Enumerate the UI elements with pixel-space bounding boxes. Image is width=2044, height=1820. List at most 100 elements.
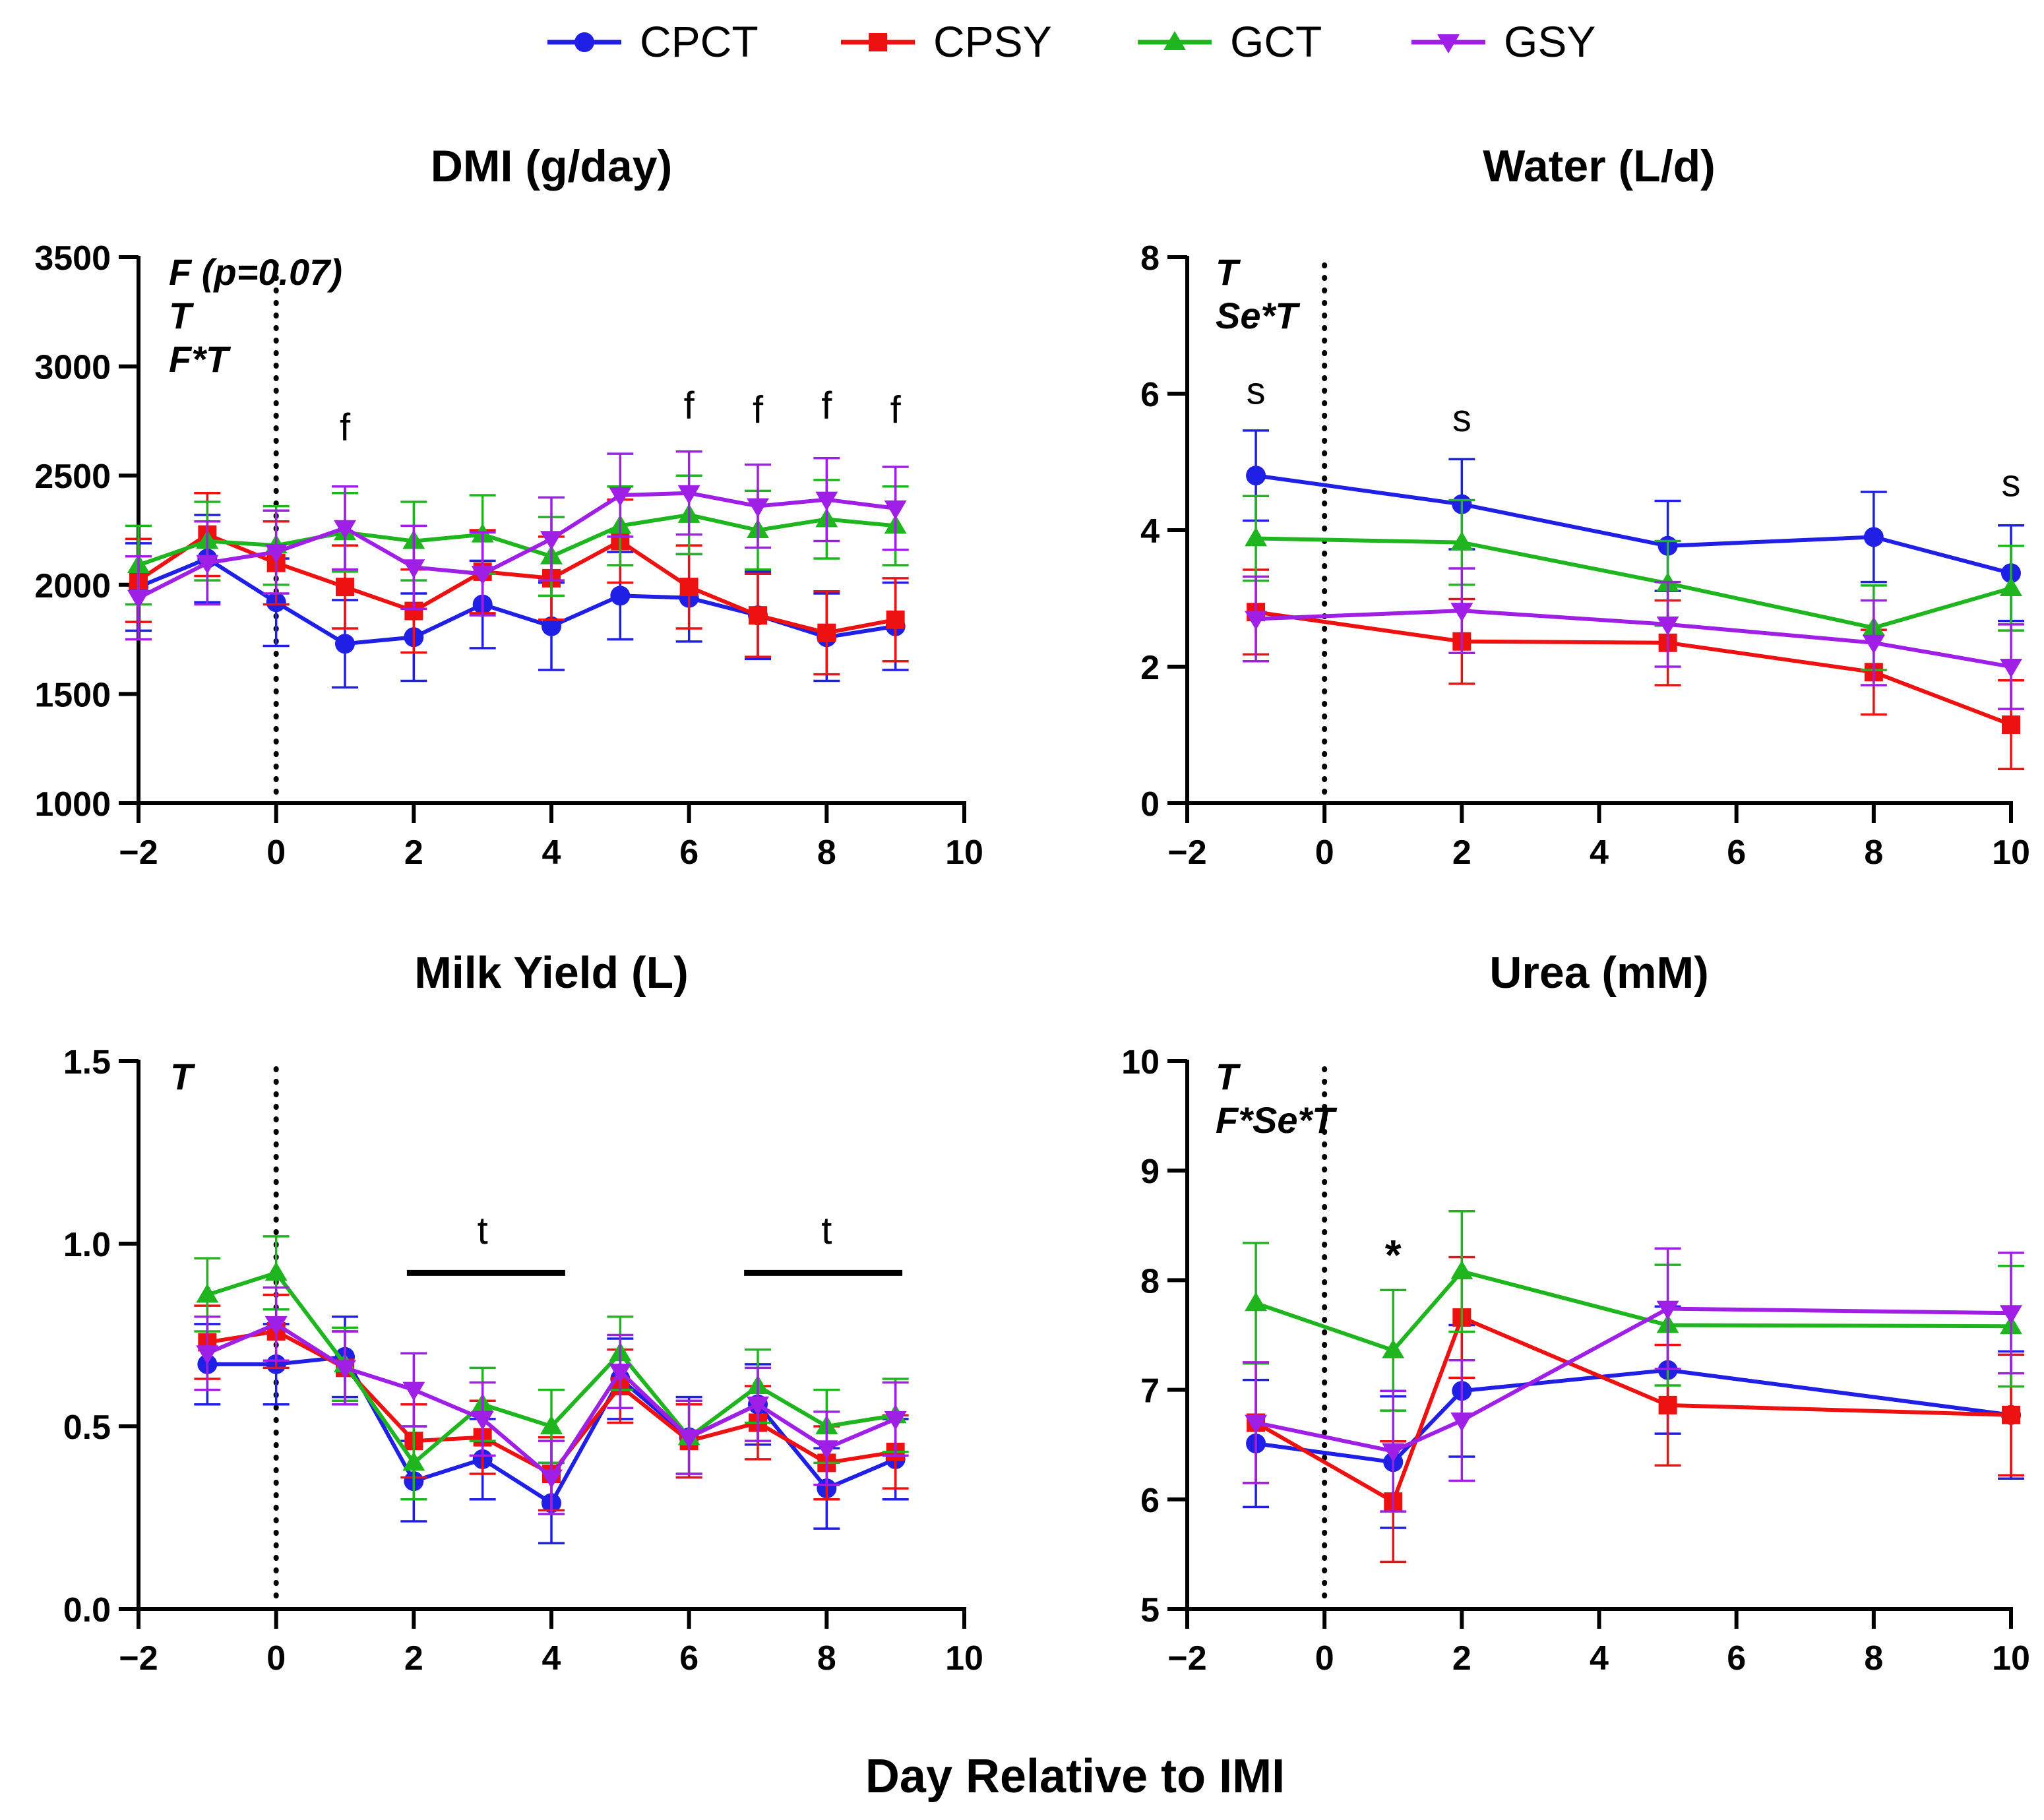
x-tick-label: 8 — [817, 834, 836, 872]
panel-1: DMI (g/day) 1000 1500 2000 2500 3000 3500 −2 0 2 4… — [34, 141, 983, 872]
series-line — [137, 557, 896, 646]
data-point — [1862, 634, 1885, 654]
data-point — [402, 1381, 425, 1401]
x-tick-label: 10 — [945, 1639, 983, 1678]
significance-mark: s — [1247, 370, 1266, 413]
series-line — [137, 491, 896, 600]
series-cpsy — [1243, 568, 2024, 770]
data-point — [1450, 603, 1473, 622]
series-line — [137, 532, 896, 635]
x-tick-label: 10 — [1992, 1639, 2030, 1678]
legend-item-cpct: CPCT — [547, 17, 759, 66]
series-cpsy — [1243, 1256, 2024, 1563]
data-point — [127, 590, 150, 609]
x-tick-label: 0 — [1315, 1639, 1334, 1678]
data-point — [677, 1429, 700, 1449]
stat-annotation: T — [1216, 1056, 1241, 1097]
significance-mark: s — [2002, 462, 2021, 504]
stat-annotation: F*T — [169, 338, 232, 380]
legend-item-gsy: GSY — [1411, 17, 1595, 66]
y-tick-label: 0.5 — [63, 1409, 111, 1447]
data-point — [749, 606, 767, 625]
y-tick-label: 2000 — [34, 567, 111, 605]
data-point — [610, 586, 631, 606]
series-cpct — [125, 514, 909, 689]
data-point — [264, 1316, 288, 1335]
data-point — [471, 566, 494, 586]
stat-annotation: F*Se*T — [1216, 1099, 1338, 1141]
data-point — [1382, 1443, 1405, 1463]
y-tick-label: 1.0 — [63, 1226, 111, 1264]
series-line — [1255, 473, 2012, 576]
data-point — [747, 1396, 769, 1416]
data-point — [884, 1410, 907, 1430]
x-tick-label: 8 — [1864, 834, 1883, 872]
data-point — [1245, 1292, 1268, 1312]
significance-mark: * — [1385, 1231, 1402, 1279]
data-point — [1656, 616, 1679, 636]
legend-marker-gct — [1163, 31, 1186, 50]
series-line — [1254, 1315, 2012, 1504]
data-point — [1450, 531, 1473, 551]
y-tick-label: 1.5 — [63, 1043, 111, 1081]
data-point — [1246, 466, 1266, 486]
x-tick-label: 6 — [679, 1639, 698, 1678]
significance-mark: f — [340, 406, 351, 449]
series-gct — [125, 474, 909, 606]
data-point — [540, 1415, 563, 1434]
y-tick-label: 9 — [1140, 1153, 1160, 1191]
data-point — [542, 616, 561, 636]
data-point — [336, 578, 354, 597]
data-point — [335, 634, 355, 654]
y-tick-label: 6 — [1140, 1482, 1160, 1520]
data-point — [747, 498, 769, 518]
panel-title: Milk Yield (L) — [414, 948, 689, 998]
data-point — [1245, 1414, 1268, 1434]
data-point — [886, 610, 905, 629]
legend: CPCT CPSY GCT GSY — [547, 17, 1595, 66]
series-cpct — [1243, 429, 2024, 622]
data-point — [334, 1360, 356, 1380]
series-gsy — [1243, 1247, 2024, 1513]
y-tick-label: 0.0 — [63, 1591, 111, 1629]
series-gsy — [1243, 567, 2024, 710]
significance-mark: f — [890, 389, 902, 432]
x-tick-label: 6 — [1727, 834, 1746, 872]
x-tick-label: 8 — [1864, 1639, 1883, 1678]
x-tick-label: 10 — [945, 834, 983, 872]
data-point — [1245, 611, 1268, 630]
legend-marker-gsy — [1437, 34, 1460, 53]
stat-annotation: F (p=0.07) — [169, 251, 342, 293]
stat-annotation: Se*T — [1216, 295, 1301, 336]
data-point — [1656, 1300, 1679, 1320]
data-point — [196, 1345, 219, 1365]
y-tick-label: 8 — [1140, 239, 1160, 278]
y-tick-label: 7 — [1140, 1372, 1160, 1410]
data-point — [334, 520, 356, 539]
data-point — [1450, 1260, 1473, 1280]
data-point — [1863, 527, 1884, 547]
data-point — [679, 578, 698, 597]
data-point — [402, 559, 425, 579]
stat-annotation: T — [170, 1056, 196, 1097]
y-tick-label: 8 — [1140, 1262, 1160, 1300]
panel-title: Urea (mM) — [1489, 948, 1709, 998]
data-point — [817, 623, 836, 642]
y-tick-label: 3000 — [34, 349, 111, 387]
x-tick-label: 2 — [1452, 1639, 1471, 1678]
panel-3: Milk Yield (L) 0.0 0.5 1.0 1.5 −2 0 2 4 6 8 10 t t T — [63, 948, 983, 1678]
series-line — [1255, 1368, 2012, 1465]
y-tick-label: 0 — [1140, 785, 1160, 824]
legend-item-gct: GCT — [1138, 17, 1322, 66]
stat-annotation: T — [169, 295, 195, 336]
x-tick-label: 4 — [1590, 1639, 1609, 1678]
x-tick-label: 2 — [404, 1639, 423, 1678]
x-tick-label: 6 — [679, 834, 698, 872]
data-point — [1450, 1412, 1473, 1432]
data-point — [884, 500, 907, 520]
x-tick-label: 8 — [817, 1639, 836, 1678]
data-point — [677, 485, 700, 504]
series-line — [1255, 1306, 2012, 1453]
significance-mark: t — [821, 1209, 832, 1252]
y-tick-label: 4 — [1140, 512, 1160, 551]
